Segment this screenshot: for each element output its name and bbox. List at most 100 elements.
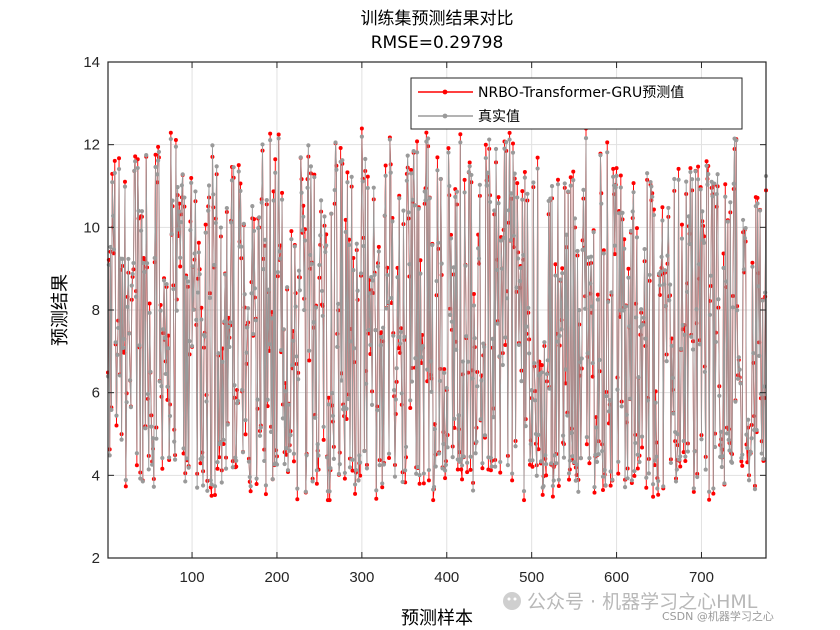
actual-point (179, 183, 184, 188)
actual-point (178, 219, 184, 225)
predicted-point (522, 498, 527, 503)
actual-point (576, 489, 581, 494)
y-tick-label: 4 (92, 467, 100, 484)
actual-point (710, 194, 715, 199)
actual-point (613, 185, 618, 190)
actual-point (524, 324, 529, 329)
actual-point (304, 453, 309, 458)
actual-point (734, 138, 739, 143)
actual-point (144, 153, 149, 158)
actual-point (634, 315, 639, 320)
actual-point (369, 402, 375, 407)
actual-point (388, 170, 393, 175)
actual-point (145, 391, 150, 397)
predicted-point (480, 466, 485, 471)
actual-point (116, 166, 122, 172)
actual-point (530, 458, 535, 463)
actual-point (762, 384, 767, 389)
actual-point (303, 489, 308, 494)
actual-point (592, 485, 597, 490)
actual-point (443, 462, 449, 467)
actual-point (421, 471, 426, 476)
wechat-icon-eye-left (507, 597, 511, 601)
actual-point (438, 176, 443, 182)
predicted-point (134, 463, 139, 468)
predicted-point (455, 467, 460, 472)
actual-point (492, 208, 497, 213)
actual-point (718, 429, 724, 434)
actual-point (611, 174, 616, 179)
predicted-point (460, 477, 465, 482)
actual-point (527, 351, 532, 356)
actual-point (725, 219, 730, 224)
predicted-point (276, 132, 281, 137)
actual-point (526, 305, 531, 310)
actual-point (320, 313, 325, 319)
actual-point (399, 391, 404, 396)
actual-point (208, 478, 213, 483)
predicted-point (379, 330, 384, 335)
actual-point (172, 439, 177, 444)
actual-point (450, 455, 455, 460)
actual-point (150, 436, 156, 441)
actual-point (274, 462, 280, 467)
predicted-point (133, 154, 138, 159)
actual-point (739, 455, 744, 461)
actual-point (334, 167, 339, 172)
actual-point (251, 228, 257, 234)
predicted-point (739, 459, 744, 464)
predicted-point (631, 181, 636, 186)
predicted-point (535, 155, 540, 160)
actual-point (462, 190, 467, 195)
actual-point (722, 481, 727, 486)
actual-point (294, 354, 299, 359)
actual-point (556, 477, 561, 482)
predicted-point (421, 481, 426, 486)
actual-point (570, 454, 575, 459)
actual-point (364, 466, 370, 471)
actual-point (140, 479, 145, 484)
actual-point (622, 484, 628, 490)
actual-point (387, 137, 392, 142)
actual-point (571, 177, 576, 183)
actual-point (160, 455, 165, 461)
actual-point (499, 266, 505, 271)
predicted-point (238, 181, 243, 186)
actual-point (714, 191, 719, 197)
predicted-point (510, 141, 515, 146)
x-tick-label: 300 (349, 569, 374, 586)
actual-point (663, 303, 668, 309)
actual-point (675, 432, 680, 437)
actual-point (232, 383, 237, 388)
actual-point (458, 140, 463, 145)
actual-point (411, 149, 416, 154)
actual-point (255, 397, 260, 402)
actual-point (448, 312, 453, 317)
actual-point (406, 210, 411, 215)
actual-point (119, 437, 124, 442)
actual-point (365, 185, 370, 191)
actual-point (505, 463, 510, 468)
actual-point (463, 263, 468, 268)
actual-point (545, 358, 550, 363)
predicted-point (426, 478, 431, 483)
actual-point (626, 275, 631, 280)
predicted-point (536, 447, 541, 452)
actual-point (229, 178, 235, 183)
predicted-point (522, 169, 527, 174)
predicted-point (584, 442, 589, 447)
actual-point (628, 396, 633, 401)
actual-point (719, 464, 724, 470)
actual-point (326, 402, 331, 407)
actual-point (504, 296, 510, 301)
actual-point (708, 273, 713, 278)
predicted-point (123, 484, 128, 489)
predicted-point (605, 140, 610, 145)
actual-point (235, 398, 240, 403)
actual-point (610, 477, 615, 482)
predicted-point (321, 437, 326, 442)
actual-point (219, 480, 224, 485)
actual-point (348, 339, 353, 344)
actual-point (619, 404, 624, 409)
legend-marker-actual (442, 113, 448, 119)
